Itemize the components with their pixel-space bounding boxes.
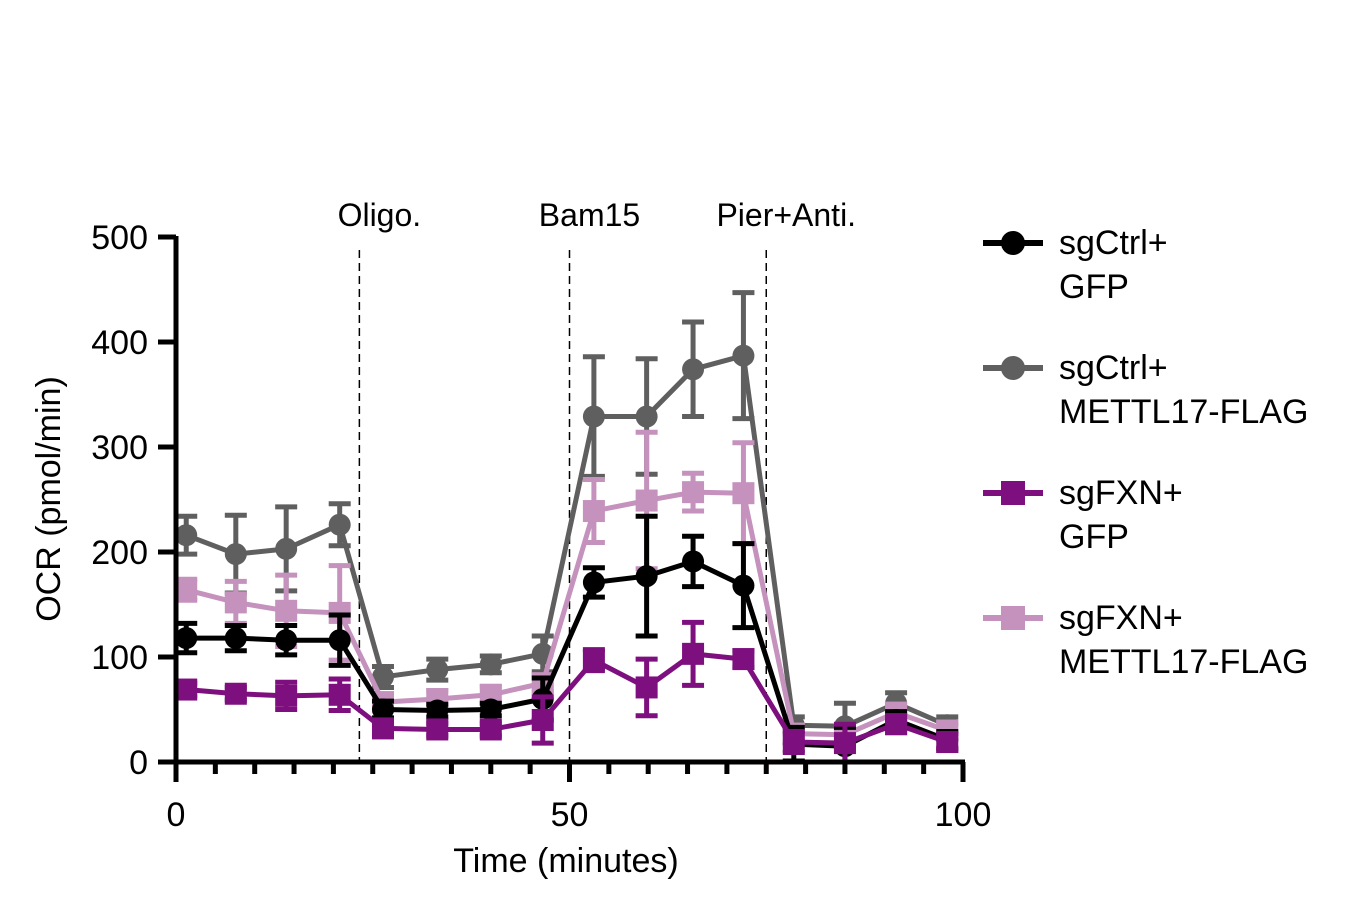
legend: sgCtrl+GFPsgCtrl+METTL17-FLAGsgFXN+GFPsg… — [983, 224, 1308, 681]
data-point — [426, 658, 449, 681]
data-point — [175, 678, 198, 701]
data-point — [635, 405, 658, 428]
legend-item: sgFXN+ METTL17-FLAG — [983, 599, 1308, 681]
data-point — [732, 344, 755, 367]
x-tick-label: 100 — [935, 796, 992, 834]
data-point — [732, 574, 755, 597]
series-line — [185, 353, 949, 729]
data-point — [635, 489, 658, 512]
data-point — [426, 699, 449, 722]
legend-swatch-marker — [1001, 481, 1025, 505]
legend-label-line1: sgCtrl+ — [1059, 224, 1168, 262]
x-tick-label: 50 — [551, 796, 589, 834]
y-tick-label: 500 — [91, 219, 148, 257]
y-tick-label: 300 — [91, 429, 148, 467]
data-point — [328, 683, 351, 706]
data-point — [732, 482, 755, 505]
data-point — [479, 718, 502, 741]
y-tick-label: 200 — [91, 534, 148, 572]
annotation-label: Pier+Anti. — [716, 197, 856, 233]
legend-label-line2: METTL17-FLAG — [1059, 393, 1308, 431]
data-point — [936, 731, 959, 754]
data-point — [175, 578, 198, 601]
legend-swatch-marker — [1001, 356, 1025, 380]
y-tick-label: 400 — [91, 324, 148, 362]
data-point — [582, 405, 605, 428]
legend-label-line1: sgFXN+ — [1059, 599, 1183, 637]
data-point — [582, 571, 605, 594]
legend-label-line1: sgCtrl+ — [1059, 349, 1168, 387]
x-tick-label: 0 — [167, 796, 186, 834]
legend-label-line2: METTL17-FLAG — [1059, 643, 1308, 681]
treatment-annotations: Oligo. Bam15 Pier+Anti. — [338, 197, 856, 762]
data-point — [371, 717, 394, 740]
data-point — [782, 731, 805, 754]
data-point — [224, 627, 247, 650]
data-point — [275, 537, 298, 560]
series-layer — [175, 290, 959, 765]
legend-item: sgCtrl+ METTL17-FLAG — [983, 349, 1308, 431]
data-point — [479, 698, 502, 721]
legend-swatch-marker — [1001, 606, 1025, 630]
annotation-label: Bam15 — [539, 197, 640, 233]
data-point — [175, 627, 198, 650]
data-point — [682, 642, 705, 665]
data-point — [328, 629, 351, 652]
data-point — [582, 500, 605, 523]
data-point — [275, 684, 298, 707]
data-point — [582, 649, 605, 672]
legend-label-line2: GFP — [1059, 518, 1129, 556]
data-point — [732, 648, 755, 671]
data-point — [224, 591, 247, 614]
data-point — [275, 599, 298, 622]
data-point — [635, 676, 658, 699]
annotation-label: Oligo. — [338, 197, 422, 233]
data-point — [479, 653, 502, 676]
legend-swatch-marker — [1001, 231, 1025, 255]
data-point — [833, 732, 856, 755]
data-point — [885, 713, 908, 736]
data-point — [531, 709, 554, 731]
data-point — [371, 698, 394, 721]
series-line — [186, 651, 949, 746]
data-point — [682, 358, 705, 381]
y-axis-title: OCR (pmol/min) — [30, 376, 68, 622]
series-line — [186, 558, 949, 749]
legend-item: sgFXN+ GFP — [983, 474, 1183, 556]
data-point — [275, 629, 298, 652]
data-point — [635, 565, 658, 588]
legend-label-line2: GFP — [1059, 268, 1129, 306]
series-sgfxn-gfp — [175, 619, 959, 765]
data-point — [426, 718, 449, 741]
axes: 0 100 200 300 400 500 0 50 100 — [91, 219, 991, 834]
legend-label-line1: sgFXN+ — [1059, 474, 1183, 512]
data-point — [224, 682, 247, 705]
data-point — [682, 550, 705, 573]
data-point — [175, 524, 198, 547]
data-point — [328, 513, 351, 536]
data-point — [682, 481, 705, 504]
y-tick-label: 0 — [129, 744, 148, 782]
series-line — [185, 489, 949, 738]
data-point — [371, 665, 394, 688]
legend-item: sgCtrl+ GFP — [983, 224, 1168, 306]
x-axis-title: Time (minutes) — [453, 842, 678, 880]
data-point — [224, 543, 247, 566]
y-tick-label: 100 — [91, 639, 148, 677]
